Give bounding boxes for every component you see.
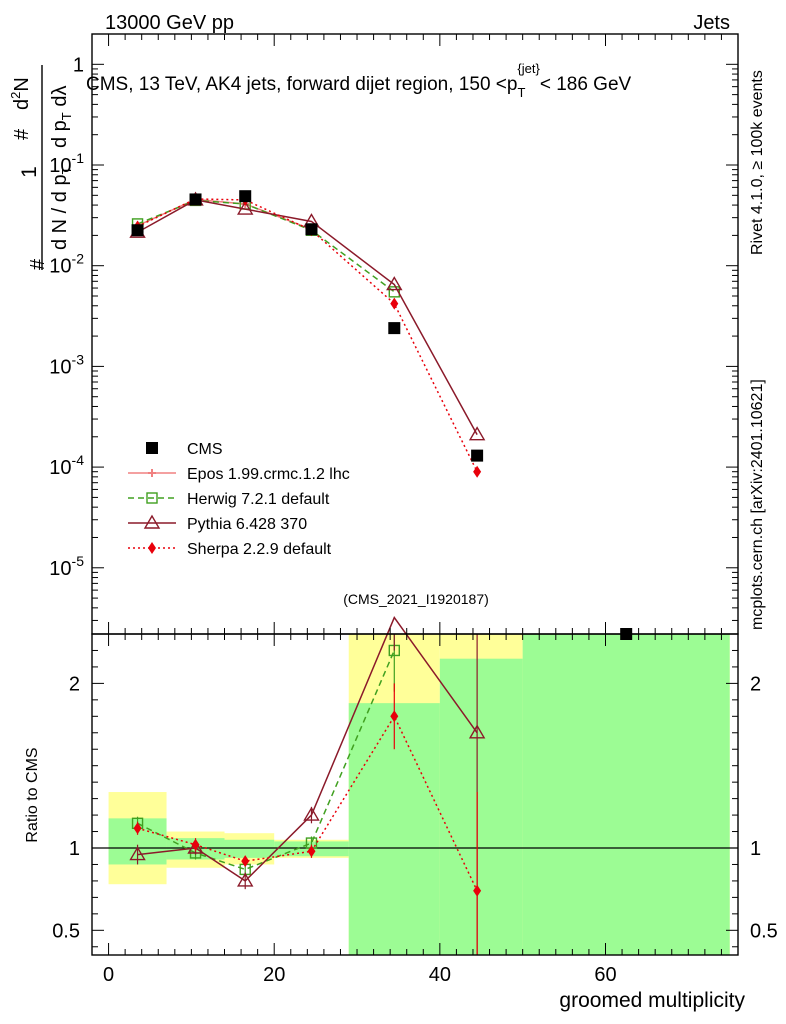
- legend-marker-herwig: [146, 492, 158, 504]
- main-cms-point-3: [305, 223, 318, 236]
- ratio-uncertainty-bands: [92, 634, 738, 955]
- axes-layer: 0 20 40 60 1 10-1 10-2 10-3 10-4 10-5 0.5 0.5 1 1 2 2: [49, 33, 778, 986]
- svg-text:d2N: d2N: [8, 77, 33, 110]
- main-chart-title: CMS, 13 TeV, AK4 jets, forward dijet reg…: [86, 61, 632, 100]
- legend: CMS Epos 1.99.crmc.1.2 lhc Herwig 7.2.1 de…: [128, 441, 350, 558]
- main-herwig-point-4: [388, 286, 400, 298]
- ratio-ytick-label-right-2: 2: [750, 673, 761, 695]
- main-cms-point-2: [239, 190, 252, 203]
- main-pythia-point-5: [468, 426, 486, 441]
- legend-marker-epos: [148, 469, 156, 477]
- main-epos-line: [137, 198, 312, 230]
- ratio-pythia-point-1: [187, 839, 204, 854]
- main-cms-point-0: [131, 224, 144, 237]
- main-series-layer: [129, 190, 633, 640]
- ratio-pythia-point-5: [468, 724, 486, 739]
- legend-marker-sherpa: [148, 542, 156, 554]
- main-pythia-point-4: [386, 276, 403, 291]
- svg-text:#: #: [11, 128, 33, 140]
- svg-text:d N / d pT: d N / d pT: [49, 166, 74, 250]
- legend-marker-cms: [146, 442, 158, 454]
- main-ytick-label-5: 10-5: [49, 553, 84, 580]
- ratio-ytick-label-left-1: 1: [69, 838, 80, 860]
- green-band-2: [224, 839, 275, 858]
- ratio-pythia-point-2: [236, 872, 254, 887]
- main-cms-point-1: [189, 193, 202, 206]
- ratio-sherpa-point-1: [191, 838, 200, 851]
- main-ytick-label-4: 10-4: [49, 452, 84, 479]
- rivet-label: Rivet 4.1.0, ≥ 100k events: [749, 70, 766, 255]
- main-pythia-point-2: [236, 200, 254, 215]
- ratio-herwig-line: [137, 650, 395, 871]
- main-sherpa-point-5: [473, 465, 482, 478]
- ratio-sherpa-point-4: [390, 710, 399, 723]
- legend-label-epos: Epos 1.99.crmc.1.2 lhc: [187, 466, 350, 483]
- header-left-label: 13000 GeV pp: [105, 12, 234, 34]
- x-axis-label: groomed multiplicity: [559, 989, 745, 1012]
- main-cms-point-4: [388, 322, 401, 335]
- ratio-ytick-label-left-0: 0.5: [52, 920, 80, 942]
- legend-label-herwig: Herwig 7.2.1 default: [187, 491, 330, 508]
- green-band-5: [439, 658, 523, 955]
- x-tick-label-2: 40: [429, 964, 451, 986]
- ratio-ytick-label-left-2: 2: [69, 673, 80, 695]
- x-tick-label-1: 20: [263, 964, 285, 986]
- main-sherpa-point-4: [390, 297, 399, 310]
- ratio-sherpa-point-5: [473, 884, 482, 897]
- ratio-pythia-point-0: [129, 846, 146, 861]
- main-cms-point-5: [471, 449, 484, 462]
- svg-text:1: 1: [18, 166, 41, 178]
- green-band-6: [522, 634, 730, 955]
- main-ytick-label-0: 1: [73, 54, 84, 76]
- ratio-frame: [91, 633, 739, 956]
- legend-label-sherpa: Sherpa 2.2.9 default: [187, 541, 332, 558]
- main-ytick-label-3: 10-3: [49, 351, 84, 378]
- ratio-series-layer: [129, 616, 486, 955]
- analysis-watermark: (CMS_2021_I1920187): [343, 591, 489, 607]
- main-herwig-line: [137, 199, 395, 293]
- legend-marker-pythia: [143, 514, 161, 529]
- ratio-sherpa-point-3: [307, 845, 316, 858]
- ratio-ylabel: Ratio to CMS: [24, 747, 41, 842]
- ratio-sherpa-line: [137, 714, 478, 892]
- mcplots-label: mcplots.cern.ch [arXiv:2401.10621]: [749, 379, 766, 630]
- header-right-label: Jets: [693, 12, 730, 34]
- ratio-sherpa-point-0: [133, 822, 142, 835]
- legend-label-cms: CMS: [187, 441, 223, 458]
- ratio-pythia-line: [137, 616, 478, 882]
- main-sherpa-line: [137, 198, 478, 473]
- legend-label-pythia: Pythia 6.428 370: [187, 516, 307, 533]
- x-tick-label-3: 60: [594, 964, 616, 986]
- ratio-ytick-label-right-0: 0.5: [750, 920, 778, 942]
- svg-text:#: #: [27, 258, 49, 270]
- main-ytick-label-1: 10-1: [49, 150, 84, 177]
- x-tick-label-0: 0: [103, 964, 114, 986]
- ratio-sherpa-point-2: [241, 855, 250, 868]
- main-ylabel: # 1 d N / d pT # d2N d pT dλ: [8, 65, 74, 270]
- ratio-ytick-label-right-1: 1: [750, 838, 761, 860]
- main-ytick-label-2: 10-2: [49, 251, 84, 278]
- svg-text:d pT dλ: d pT dλ: [49, 86, 74, 148]
- ratio-pythia-point-3: [303, 806, 320, 821]
